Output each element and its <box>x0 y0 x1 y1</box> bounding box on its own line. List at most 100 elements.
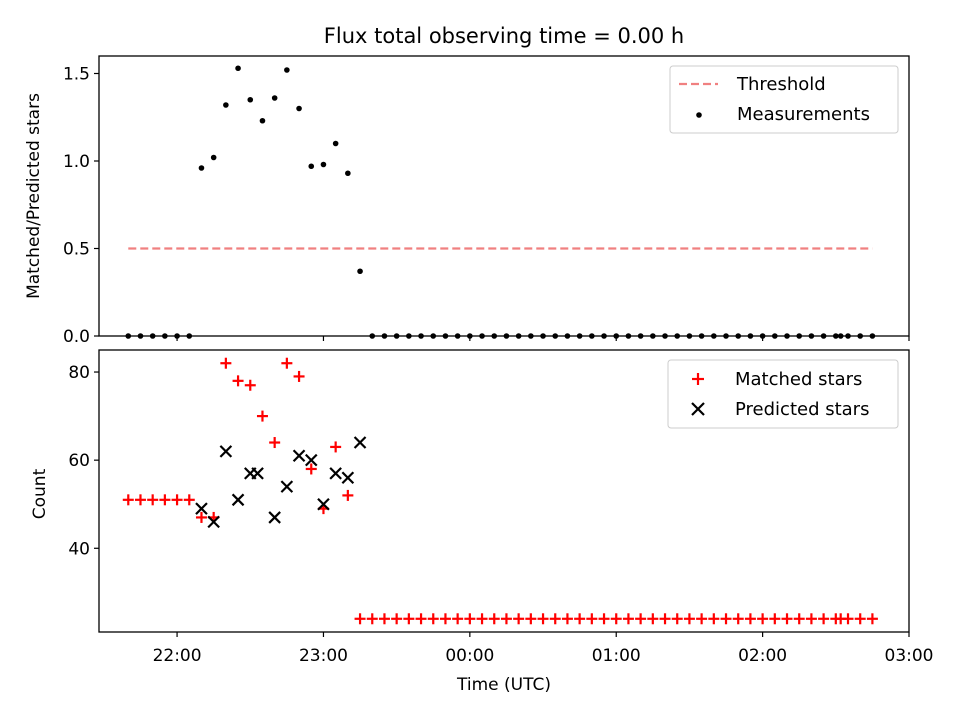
matched-star-point <box>439 613 451 625</box>
measurement-point <box>223 102 229 108</box>
matched-star-point <box>391 613 403 625</box>
measurement-point <box>357 268 363 275</box>
matched-star-point <box>244 379 256 391</box>
matched-star-point <box>452 613 464 625</box>
measurement-point <box>210 154 217 161</box>
threshold-legend-label: Threshold <box>736 74 826 95</box>
predicted-star-point <box>304 453 318 467</box>
measurement-point <box>247 96 254 103</box>
measurement-point <box>271 95 278 101</box>
matched-star-point <box>159 494 171 506</box>
predicted-star-point <box>341 471 355 485</box>
chart-title: Flux total observing time = 0.00 h <box>324 24 684 48</box>
predicted-star-point <box>292 449 306 463</box>
predicted-star-point <box>329 467 342 480</box>
measurements-legend-swatch <box>696 112 702 118</box>
matched-star-point <box>427 613 439 625</box>
matched-star-point <box>232 375 244 387</box>
top-legend: Threshold Measurements <box>669 65 899 134</box>
predicted-star-point <box>219 445 233 458</box>
matched-star-point <box>195 511 207 523</box>
predicted-star-point <box>195 502 208 515</box>
bottom-legend-box <box>667 359 899 429</box>
matched-star-point <box>513 613 525 625</box>
measurement-point <box>296 105 302 112</box>
predicted-star-point <box>231 493 245 507</box>
bottom-legend: Matched stars Predicted stars <box>667 359 899 429</box>
matched-star-point <box>561 613 573 625</box>
matched-star-point <box>696 613 708 625</box>
measurement-point <box>198 165 205 171</box>
matched-star-point <box>147 494 159 506</box>
matched-star-point <box>183 494 195 506</box>
matched-star-point <box>574 613 586 625</box>
predicted-star-point <box>353 436 367 449</box>
measurement-point <box>259 117 266 124</box>
matched-star-point <box>805 613 817 625</box>
matched-star-point <box>171 494 183 506</box>
matched-star-point <box>586 613 598 625</box>
bottom-panel: Count Time (UTC) 22:00 23:00 00:00 01:00 02:… <box>30 349 934 695</box>
top-panel: Flux total observing time = 0.00 h Match… <box>24 24 910 347</box>
top-axes-frame <box>98 55 910 337</box>
top-y-axis-label: Matched/Predicted stars <box>24 93 44 299</box>
matched-star-point <box>464 613 476 625</box>
measurement-point <box>308 163 315 170</box>
top-legend-box <box>669 65 899 134</box>
matched-star-point <box>525 613 537 625</box>
predicted-star-point <box>268 511 281 524</box>
bottom-y-axis-label: Count <box>30 468 50 519</box>
matched-star-point <box>854 613 866 625</box>
measurement-point <box>345 170 351 177</box>
matched-star-point <box>732 613 744 625</box>
matched-star-point <box>537 613 549 625</box>
matched-star-point <box>635 613 647 625</box>
predicted-star-point <box>280 480 294 493</box>
matched-star-point <box>415 613 427 625</box>
x-tick-label: 01:00 <box>592 646 641 666</box>
matched-star-point <box>500 613 512 625</box>
matched-star-point <box>293 370 305 382</box>
matched-star-point <box>610 613 622 625</box>
measurement-point <box>284 67 290 73</box>
x-tick-label: 03:00 <box>885 646 934 666</box>
predicted-star-point <box>317 497 330 511</box>
matched-star-point <box>378 613 390 625</box>
x-tick-label: 22:00 <box>153 646 202 666</box>
matched-star-point <box>598 613 610 625</box>
predicted-stars-legend-swatch <box>691 402 705 416</box>
predicted-star-point <box>251 467 264 480</box>
x-tick-label: 23:00 <box>299 646 348 666</box>
matched-star-point <box>671 613 683 625</box>
matched-star-point <box>134 494 146 506</box>
matched-star-point <box>793 613 805 625</box>
matched-star-point <box>708 613 720 625</box>
bottom-y-tick-label: 60 <box>68 451 90 471</box>
matched-star-point <box>781 613 793 625</box>
matched-star-point <box>342 489 354 501</box>
matched-star-point <box>769 613 781 625</box>
predicted-star-point <box>207 515 220 529</box>
matched-stars-legend-swatch <box>692 373 704 385</box>
x-tick-label: 02:00 <box>738 646 787 666</box>
top-y-tick-label: 1.5 <box>63 65 90 85</box>
matched-star-point <box>488 613 500 625</box>
x-axis-label: Time (UTC) <box>456 675 551 695</box>
matched-star-point <box>757 613 769 625</box>
top-y-tick-label: 1.0 <box>63 152 90 172</box>
matched-star-point <box>622 613 634 625</box>
bottom-plot-area: 22:00 23:00 00:00 01:00 02:00 03:00 40 60 80 <box>68 357 934 666</box>
measurement-point <box>332 140 339 147</box>
matched-star-point <box>647 613 659 625</box>
matched-star-point <box>330 441 342 453</box>
matched-star-point <box>476 613 488 625</box>
matched-star-point <box>866 613 878 625</box>
matched-star-point <box>842 613 854 625</box>
top-y-tick-label: 0.5 <box>63 240 90 260</box>
bottom-y-tick-label: 40 <box>68 539 90 559</box>
measurement-point <box>235 65 241 72</box>
matched-star-point <box>220 357 232 369</box>
matched-star-point <box>818 613 830 625</box>
matched-star-point <box>281 357 293 369</box>
matched-star-point <box>549 613 561 625</box>
